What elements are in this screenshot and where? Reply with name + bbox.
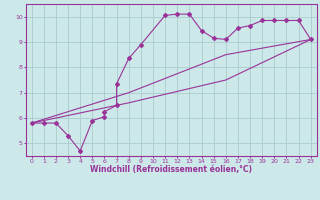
- X-axis label: Windchill (Refroidissement éolien,°C): Windchill (Refroidissement éolien,°C): [90, 165, 252, 174]
